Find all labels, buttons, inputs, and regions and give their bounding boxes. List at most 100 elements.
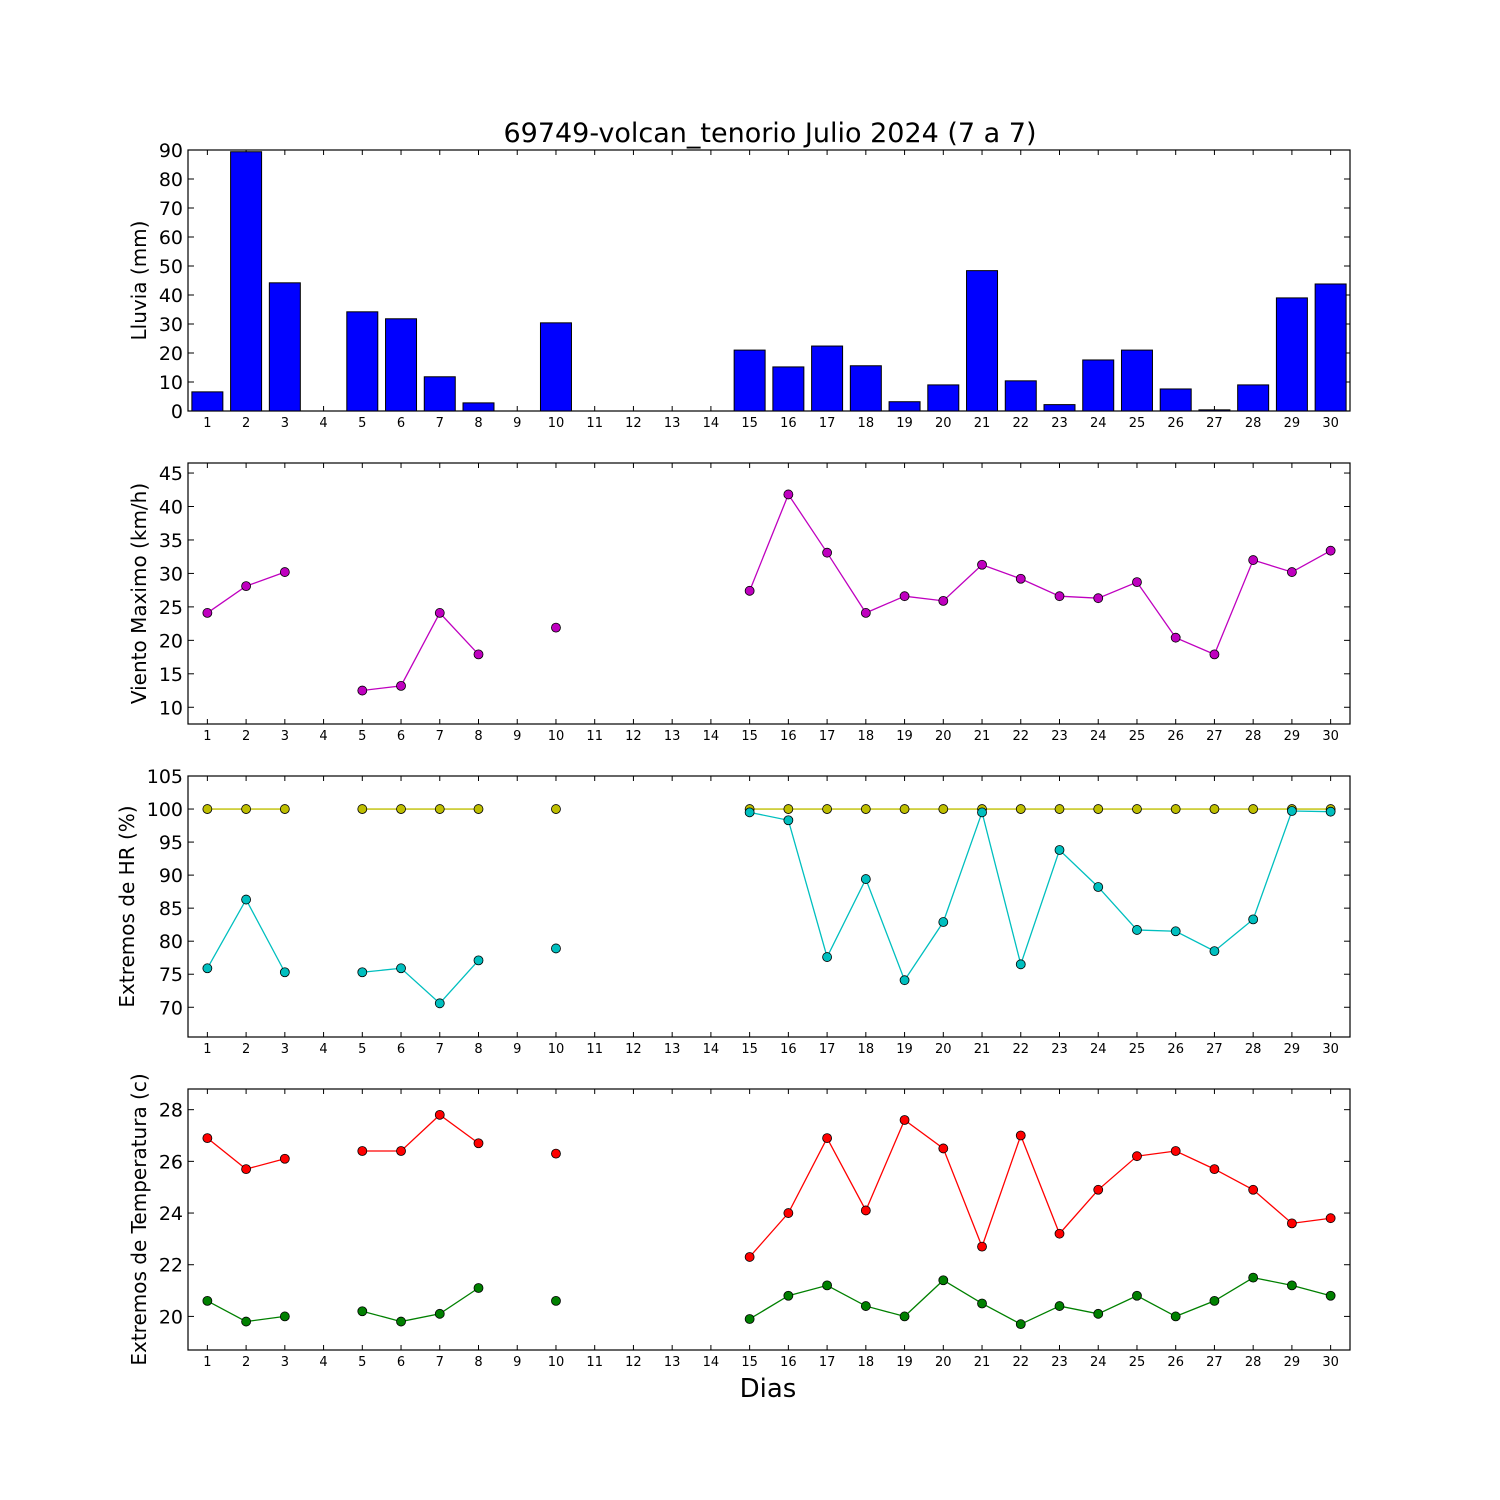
rain-x-tick-label: 12	[625, 416, 642, 431]
temperature-y-tick-label: 22	[159, 1255, 183, 1277]
temperature-series-2-line	[749, 1276, 1331, 1325]
temperature-series-2-point	[822, 1280, 832, 1291]
temperature-series-1-point	[1054, 1228, 1065, 1239]
temperature-y-tick-label: 28	[159, 1100, 183, 1122]
wind-x-tick-label: 27	[1206, 729, 1223, 744]
wind-y-tick-label: 25	[159, 597, 183, 619]
rain-x-tick-label: 21	[974, 416, 991, 431]
wind-series-1-point	[241, 581, 252, 592]
wind-x-tick-label: 19	[896, 729, 913, 744]
rain-y-tick-label: 0	[171, 401, 183, 423]
rain-y-tick-label: 70	[159, 198, 183, 220]
humidity-y-tick-label: 100	[147, 799, 183, 821]
temperature-x-tick-label: 25	[1129, 1355, 1146, 1370]
wind-series-1-point	[1054, 591, 1065, 602]
rain-bar	[1237, 384, 1270, 412]
temperature-series-2-point	[1209, 1296, 1220, 1306]
wind-series-1-point	[434, 608, 445, 618]
wind-x-tick-label: 24	[1090, 729, 1107, 744]
temperature-series-1-point	[473, 1138, 484, 1149]
temperature-x-tick-label: 4	[319, 1355, 327, 1370]
wind-x-tick-label: 10	[548, 729, 565, 744]
humidity-x-tick-label: 11	[586, 1042, 603, 1057]
wind-x-tick-label: 16	[780, 729, 797, 744]
humidity-x-tick-label: 28	[1245, 1042, 1262, 1057]
rain-x-tick-label: 2	[242, 416, 250, 431]
temperature-x-tick-label: 5	[358, 1355, 366, 1370]
rain-bar	[811, 345, 844, 412]
rain-bar	[462, 402, 495, 412]
temperature-x-tick-label: 16	[780, 1355, 797, 1370]
temperature-x-tick-label: 27	[1206, 1355, 1223, 1370]
wind-series-1-point	[783, 489, 794, 500]
humidity-y-tick-label: 85	[159, 898, 183, 920]
temperature-series-1-point	[744, 1252, 755, 1262]
wind-x-tick-label: 21	[974, 729, 991, 744]
temperature-series-1-point	[357, 1146, 368, 1156]
wind-series-1-point	[1170, 632, 1181, 643]
humidity-series-2-point	[977, 807, 987, 818]
rain-y-tick-label: 50	[159, 256, 183, 278]
humidity-series-1-point	[434, 804, 445, 814]
rain-bar	[772, 366, 805, 412]
humidity-series-2-point	[938, 917, 949, 927]
wind-series-1-point	[473, 649, 484, 660]
temperature-series-1-point	[1287, 1218, 1297, 1229]
wind-y-tick-label: 15	[159, 664, 183, 686]
humidity-series-2-point	[551, 943, 561, 954]
temperature-series-2-point	[473, 1283, 484, 1293]
humidity-x-tick-label: 17	[819, 1042, 836, 1057]
temperature-x-tick-label: 15	[741, 1355, 758, 1370]
wind-x-tick-label: 5	[358, 729, 366, 744]
wind-series-1-point	[899, 591, 910, 602]
humidity-x-tick-label: 7	[436, 1042, 444, 1057]
rain-x-tick-label: 17	[819, 416, 836, 431]
temperature-y-axis-label: Extremos de Temperatura (c)	[127, 1073, 151, 1365]
wind-x-tick-label: 1	[203, 729, 211, 744]
humidity-series-2-point	[1287, 806, 1297, 816]
humidity-series-2-point	[434, 998, 445, 1009]
humidity-series-1-point	[1093, 804, 1104, 814]
humidity-series-1-point	[202, 804, 213, 814]
rain-bar	[966, 270, 999, 412]
rain-x-tick-label: 28	[1245, 416, 1262, 431]
temperature-x-tick-label: 28	[1245, 1355, 1262, 1370]
wind-y-tick-label: 20	[159, 630, 183, 652]
temperature-series-2-point	[899, 1311, 910, 1322]
rain-x-tick-label: 19	[896, 416, 913, 431]
temperature-x-tick-label: 10	[548, 1355, 565, 1370]
wind-series-1-point	[744, 585, 755, 596]
rain-y-tick-label: 60	[159, 227, 183, 249]
humidity-series-2-point	[822, 952, 832, 962]
temperature-series-1-point	[899, 1115, 910, 1125]
humidity-x-tick-label: 4	[319, 1042, 327, 1057]
rain-x-tick-label: 27	[1206, 416, 1223, 431]
temperature-series-1-point	[938, 1143, 949, 1154]
rain-y-tick-label: 40	[159, 285, 183, 307]
wind-y-tick-label: 30	[159, 563, 183, 585]
humidity-series-1-point	[938, 804, 949, 814]
temperature-series-1-point	[822, 1133, 832, 1143]
wind-series-1-point	[860, 608, 871, 618]
wind-series-1-point	[1209, 649, 1220, 660]
humidity-x-tick-label: 12	[625, 1042, 642, 1057]
wind-x-tick-label: 29	[1284, 729, 1301, 744]
humidity-x-tick-label: 15	[741, 1042, 758, 1057]
wind-x-tick-label: 14	[703, 729, 720, 744]
wind-y-tick-label: 40	[159, 497, 183, 519]
temperature-x-tick-label: 22	[1012, 1355, 1029, 1370]
humidity-series-2-point	[396, 963, 406, 974]
rain-x-tick-label: 22	[1012, 416, 1029, 431]
rain-y-tick-label: 10	[159, 372, 183, 394]
rain-x-tick-label: 30	[1322, 416, 1339, 431]
temperature-x-tick-label: 12	[625, 1355, 642, 1370]
temperature-x-tick-label: 26	[1167, 1355, 1184, 1370]
rain-bar	[1314, 283, 1347, 412]
temperature-series-2-point	[744, 1314, 755, 1324]
rain-bar	[888, 401, 921, 412]
humidity-series-2-point	[860, 874, 871, 884]
